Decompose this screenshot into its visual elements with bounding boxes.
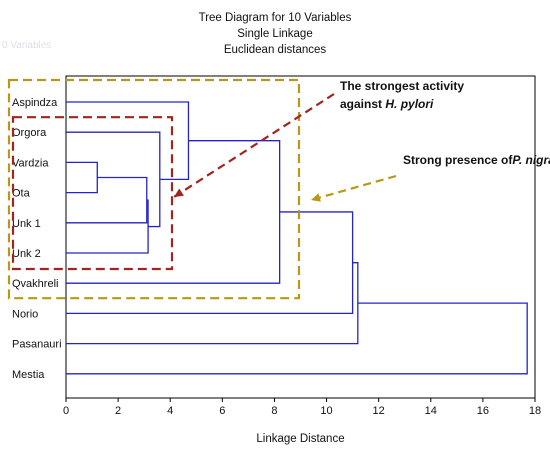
leaf-label-qvakhreli: Qvakhreli (12, 278, 58, 290)
merge-c4 (66, 131, 161, 228)
annotation-arrow-h-pylori-line (173, 93, 335, 198)
merge-c1 (66, 161, 98, 194)
leaf-label-aspindza: Aspindza (12, 97, 58, 109)
x-tick-label-6: 6 (219, 405, 225, 417)
x-tick-label-16: 16 (477, 405, 489, 417)
leaf-label-unk-1: Unk 1 (12, 218, 41, 230)
x-tick-label-18: 18 (529, 405, 541, 417)
plot-frame (65, 75, 536, 399)
annotation-arrow-resins-head (311, 193, 321, 202)
chart-subtitle-distance: Euclidean distances (223, 44, 327, 56)
annotation-arrow-resins-line (310, 174, 397, 202)
annotation-arrow-h-pylori-head (174, 188, 184, 197)
x-tick-label-2: 2 (115, 405, 121, 417)
leaf-label-vardzia: Vardzia (12, 157, 49, 169)
faint-background-text: 0 Variables (2, 40, 52, 51)
merge-c3 (66, 199, 149, 254)
leaf-label-mestia: Mestia (12, 369, 45, 381)
merge-c5 (66, 101, 190, 181)
x-tick-label-8: 8 (271, 405, 277, 417)
x-tick-label-4: 4 (167, 405, 173, 417)
annotation-text-resins: Strong presence ofP. nigra resins (403, 153, 550, 167)
annotation-text-h-pylori-line-1: The strongest activity (340, 79, 464, 93)
chart-subtitle-linkage: Single Linkage (237, 28, 313, 40)
x-axis-label: Linkage Distance (256, 433, 344, 445)
leaf-label-norio: Norio (12, 308, 38, 320)
x-tick-label-0: 0 (63, 405, 69, 417)
merge-c9 (66, 302, 528, 375)
merge-c7 (66, 211, 354, 315)
merge-c2 (66, 176, 148, 224)
chart-title-block: Tree Diagram for 10 Variables Single Lin… (0, 10, 550, 58)
annotation-box-resins (7, 78, 301, 300)
annotation-text-h-pylori-line-2-italic: H. pylori (385, 97, 434, 111)
merge-c8 (66, 262, 359, 345)
leaf-label-ota: Ota (12, 188, 31, 200)
annotation-text-resins-line-1: Strong presence of (403, 153, 513, 167)
chart-title: Tree Diagram for 10 Variables (198, 12, 352, 24)
leaf-label-orgora: Orgora (12, 127, 47, 139)
annotation-text-h-pylori-line-2: against (340, 97, 385, 111)
leaf-label-pasanauri: Pasanauri (12, 339, 62, 351)
leaf-label-unk-2: Unk 2 (12, 248, 41, 260)
x-tick-label-12: 12 (373, 405, 385, 417)
x-tick-label-10: 10 (320, 405, 332, 417)
annotation-text-resins-line-2-italic: P. nigra resins (512, 153, 550, 167)
x-tick-label-14: 14 (425, 405, 437, 417)
annotation-text-h-pylori: The strongest activity against H. pylori (340, 79, 464, 111)
